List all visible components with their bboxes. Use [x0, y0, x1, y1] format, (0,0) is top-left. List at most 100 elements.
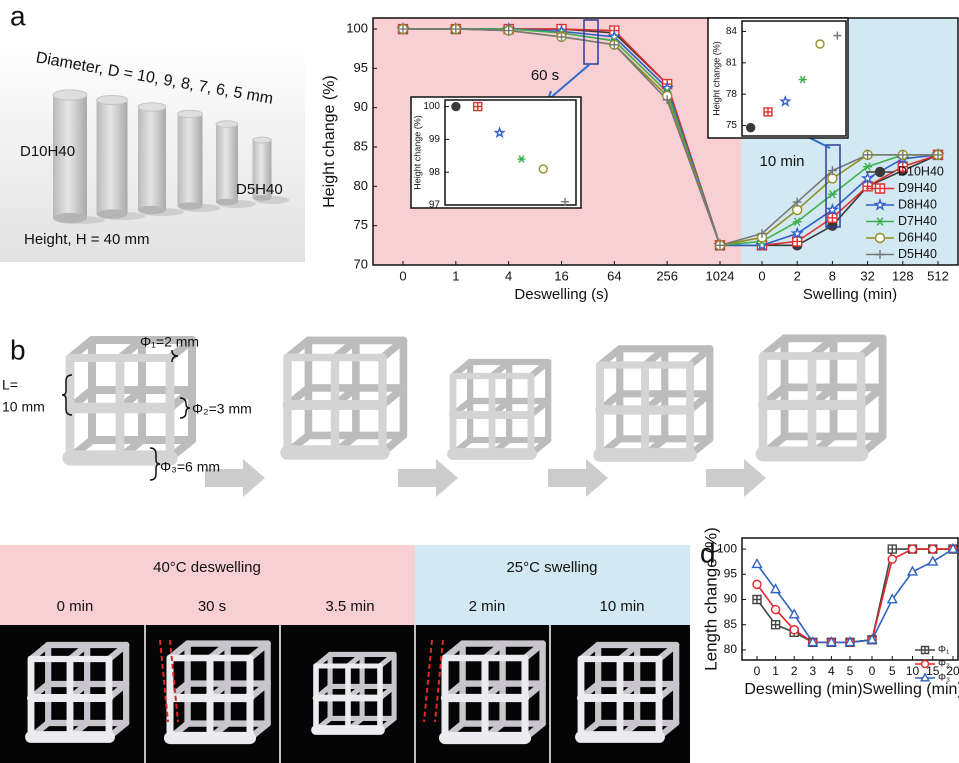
dimension-label: L= — [2, 377, 18, 393]
x-tick-label: 1024 — [706, 268, 735, 283]
x-tick-label: 2 — [794, 268, 801, 283]
legend-label: Φ₁ — [938, 645, 950, 656]
y-tick-label: 95 — [354, 60, 368, 75]
y-tick-label: 100 — [346, 20, 368, 35]
time-label: 30 s — [198, 598, 226, 615]
data-point — [793, 205, 802, 214]
dimension-label: 10 mm — [2, 399, 45, 415]
cylinder — [178, 114, 203, 206]
data-point — [790, 626, 798, 634]
y-tick-label: 84 — [726, 26, 738, 37]
x-tick-label: 4 — [828, 664, 835, 678]
x-tick-label: 3 — [809, 664, 816, 678]
data-point — [888, 545, 896, 553]
x-tick-label: 8 — [829, 268, 836, 283]
legend-marker — [922, 661, 929, 668]
panel-label: a — [10, 0, 26, 31]
x-tick-label: 0 — [869, 664, 876, 678]
cylinder — [138, 107, 166, 210]
y-axis-label: Height change (%) — [412, 115, 422, 190]
y-tick-label: 90 — [354, 99, 368, 114]
stage-label: 25°C swelling — [506, 559, 597, 576]
data-point — [747, 124, 755, 132]
height-label: Height, H = 40 mm — [24, 231, 149, 248]
series-line — [757, 549, 953, 642]
y-tick-label: 81 — [726, 57, 738, 68]
x-tick-label: 4 — [505, 268, 512, 283]
x-tick-label: 1 — [452, 268, 459, 283]
data-point — [753, 559, 762, 567]
y-axis-label: Height change (%) — [711, 41, 721, 116]
data-point — [753, 596, 761, 604]
x-tick-label: 5 — [847, 664, 854, 678]
y-tick-label: 90 — [724, 592, 738, 606]
x-tick-label: 0 — [754, 664, 761, 678]
dimension-label: Φ₁=2 mm — [140, 334, 199, 350]
cylinder-bottom — [53, 213, 87, 223]
legend-label: Φ₃ — [938, 673, 950, 684]
y-tick-label: 75 — [354, 217, 368, 232]
legend-marker — [876, 184, 885, 193]
legend-marker — [876, 234, 885, 243]
dimension-label: Φ₂=3 mm — [192, 401, 252, 417]
cylinder-top — [138, 103, 166, 111]
y-tick-label: 78 — [726, 89, 738, 100]
x-tick-label: 64 — [607, 268, 621, 283]
data-point — [452, 103, 460, 111]
cylinder — [97, 100, 128, 214]
x-tick-label: 5 — [889, 664, 896, 678]
legend-label: D10H40 — [898, 164, 944, 178]
data-point — [539, 165, 547, 173]
data-point — [772, 621, 780, 629]
x-tick-label: 1 — [772, 664, 779, 678]
y-axis-label: Height change (%) — [321, 75, 338, 208]
cylinder-bottom — [216, 199, 238, 206]
sample-label: D10H40 — [20, 143, 75, 160]
legend-label: Φ₂ — [938, 659, 950, 670]
data-point — [828, 174, 837, 183]
cylinder-top — [178, 110, 203, 118]
y-tick-label: 70 — [354, 256, 368, 271]
arrow — [706, 459, 766, 497]
cylinder-top — [97, 95, 128, 104]
y-axis-label: Length change (%) — [701, 527, 720, 671]
y-tick-label: 99 — [429, 134, 441, 145]
x-axis-label: Swelling (min) — [862, 681, 959, 698]
cylinder — [216, 124, 238, 202]
figure: a b c d Diameter, D = 10, 9, 8, 7, 6, 5 … — [0, 0, 959, 763]
annotation: 60 s — [531, 67, 559, 84]
x-tick-label: 256 — [656, 268, 678, 283]
legend-label: D5H40 — [898, 247, 937, 261]
y-tick-label: 75 — [726, 120, 738, 131]
x-axis-label: Deswelling (min) — [744, 681, 862, 698]
y-tick-label: 80 — [354, 178, 368, 193]
cylinder-bottom — [178, 202, 203, 210]
legend-marker — [922, 647, 929, 654]
swelling-band — [415, 545, 690, 625]
dimension-label: Φ₃=6 mm — [160, 459, 220, 475]
y-tick-label: 85 — [354, 138, 368, 153]
annotation: 10 min — [759, 153, 804, 170]
cylinder-bottom — [97, 209, 128, 218]
data-point — [772, 606, 780, 614]
y-tick-label: 97 — [429, 200, 441, 211]
cylinder-top — [216, 121, 238, 128]
x-axis-label: Swelling (min) — [803, 286, 897, 303]
legend-label: D7H40 — [898, 214, 937, 228]
x-tick-label: 512 — [927, 268, 949, 283]
time-label: 0 min — [57, 598, 94, 615]
legend-label: D8H40 — [898, 197, 937, 211]
x-tick-label: 2 — [791, 664, 798, 678]
data-point — [928, 557, 937, 565]
data-point — [888, 555, 896, 563]
data-point — [909, 545, 917, 553]
legend-marker — [876, 168, 885, 177]
stage-label: 40°C deswelling — [153, 559, 261, 576]
y-tick-label: 85 — [724, 617, 738, 631]
cylinder-top — [53, 90, 87, 100]
sample-label: D5H40 — [236, 181, 283, 198]
arrow — [398, 459, 458, 497]
time-label: 2 min — [469, 598, 506, 615]
y-tick-label: 98 — [429, 167, 441, 178]
time-label: 3.5 min — [325, 598, 374, 615]
